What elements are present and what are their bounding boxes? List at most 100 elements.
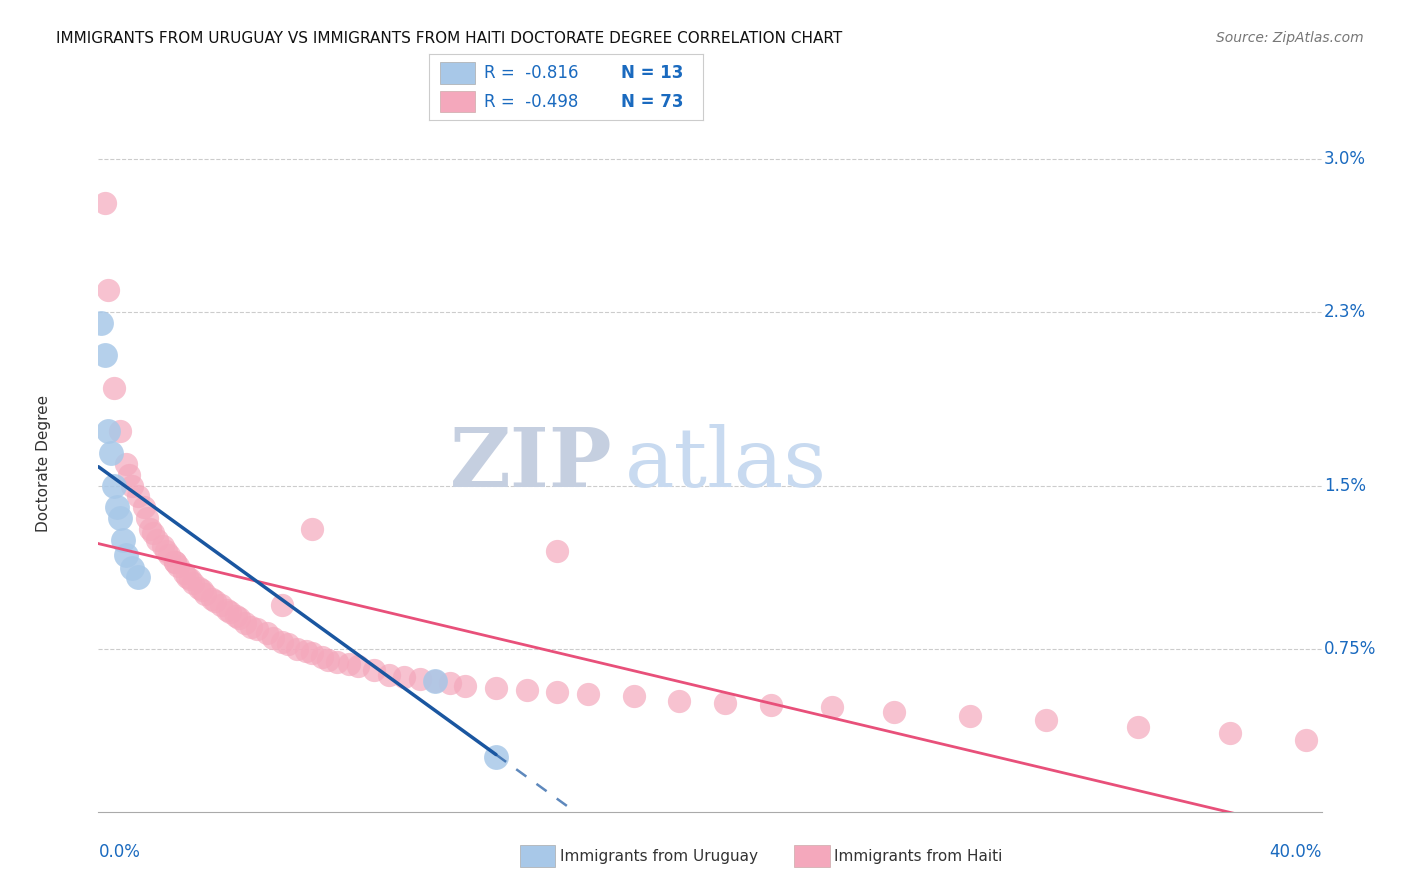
Text: R =  -0.816: R = -0.816	[484, 64, 578, 82]
Point	[118, 467, 141, 482]
Point	[163, 555, 186, 569]
Point	[179, 572, 201, 586]
Point	[423, 674, 446, 689]
Point	[546, 685, 568, 699]
Point	[277, 637, 299, 651]
Point	[883, 705, 905, 719]
Point	[134, 500, 156, 515]
Point	[454, 679, 477, 693]
Point	[623, 690, 645, 704]
Point	[103, 381, 125, 395]
Point	[115, 457, 138, 471]
Point	[668, 694, 690, 708]
Point	[392, 670, 416, 684]
Point	[301, 646, 323, 660]
Point	[90, 316, 112, 330]
Text: Immigrants from Haiti: Immigrants from Haiti	[834, 849, 1002, 863]
Point	[103, 478, 125, 492]
Point	[181, 576, 204, 591]
Point	[111, 533, 134, 547]
Point	[959, 709, 981, 723]
Text: Doctorate Degree: Doctorate Degree	[37, 395, 51, 533]
Point	[97, 283, 120, 297]
Point	[115, 548, 138, 562]
Point	[121, 478, 143, 492]
Point	[423, 674, 446, 689]
Point	[93, 348, 115, 362]
Point	[347, 659, 370, 673]
Point	[215, 602, 238, 616]
Point	[246, 622, 269, 636]
Point	[127, 570, 149, 584]
Point	[100, 446, 122, 460]
Point	[108, 511, 131, 525]
Point	[714, 696, 737, 710]
FancyBboxPatch shape	[440, 62, 475, 84]
Point	[152, 540, 174, 554]
Point	[167, 559, 190, 574]
Point	[485, 681, 508, 695]
Point	[576, 687, 599, 701]
Text: 0.0%: 0.0%	[98, 843, 141, 861]
Point	[295, 644, 318, 658]
Point	[439, 676, 461, 690]
Point	[821, 700, 844, 714]
Point	[262, 631, 284, 645]
Text: 0.75%: 0.75%	[1324, 640, 1376, 657]
Text: 3.0%: 3.0%	[1324, 151, 1367, 169]
Point	[157, 548, 180, 562]
Point	[1035, 714, 1057, 728]
Point	[546, 543, 568, 558]
Point	[127, 490, 149, 504]
Point	[233, 615, 256, 630]
Point	[204, 594, 226, 608]
Point	[105, 500, 128, 515]
Point	[485, 750, 508, 764]
Point	[176, 570, 198, 584]
Point	[301, 522, 323, 536]
Point	[759, 698, 782, 713]
Point	[1128, 720, 1150, 734]
Point	[155, 543, 177, 558]
Text: 40.0%: 40.0%	[1270, 843, 1322, 861]
Point	[194, 587, 217, 601]
Point	[136, 511, 159, 525]
FancyBboxPatch shape	[440, 91, 475, 112]
Text: Immigrants from Uruguay: Immigrants from Uruguay	[560, 849, 758, 863]
Point	[363, 664, 385, 678]
Point	[145, 533, 167, 547]
Point	[93, 196, 115, 211]
Point	[173, 566, 195, 580]
Point	[228, 611, 250, 625]
Point	[209, 598, 232, 612]
Point	[108, 424, 131, 438]
Text: Source: ZipAtlas.com: Source: ZipAtlas.com	[1216, 31, 1364, 45]
Text: 1.5%: 1.5%	[1324, 476, 1367, 494]
Text: IMMIGRANTS FROM URUGUAY VS IMMIGRANTS FROM HAITI DOCTORATE DEGREE CORRELATION CH: IMMIGRANTS FROM URUGUAY VS IMMIGRANTS FR…	[56, 31, 842, 46]
Point	[256, 626, 278, 640]
Text: atlas: atlas	[624, 424, 827, 504]
Point	[516, 683, 538, 698]
Point	[240, 620, 263, 634]
Point	[316, 652, 339, 666]
Point	[311, 650, 333, 665]
Point	[378, 667, 401, 681]
Point	[142, 526, 165, 541]
Point	[285, 641, 308, 656]
Point	[200, 591, 222, 606]
Point	[97, 424, 120, 438]
Point	[1295, 733, 1317, 747]
Point	[270, 635, 292, 649]
Point	[188, 581, 211, 595]
Point	[337, 657, 360, 671]
Text: ZIP: ZIP	[450, 424, 612, 504]
Point	[191, 582, 214, 597]
Point	[270, 598, 292, 612]
Point	[326, 655, 349, 669]
Point	[225, 609, 247, 624]
Point	[163, 555, 186, 569]
Point	[408, 672, 430, 686]
Text: N = 73: N = 73	[621, 93, 683, 111]
Point	[121, 561, 143, 575]
Point	[139, 522, 162, 536]
